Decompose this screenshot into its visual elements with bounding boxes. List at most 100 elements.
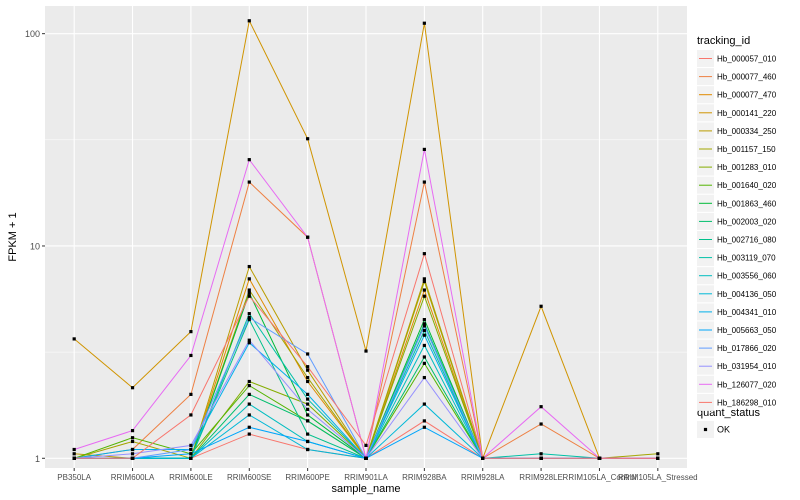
data-point <box>247 338 251 342</box>
data-point <box>306 392 310 396</box>
legend-item-label: Hb_001157_150 <box>717 145 776 154</box>
legend-item-label: Hb_003119_070 <box>717 254 776 263</box>
y-axis-title: FPKM + 1 <box>7 212 19 261</box>
data-point <box>306 407 310 411</box>
data-point <box>306 447 310 452</box>
data-point <box>422 318 426 322</box>
x-tick-label: RRIM600LE <box>169 473 213 482</box>
legend-item-label: Hb_031954_010 <box>717 362 777 371</box>
x-tick-label: RRIM600LA <box>111 473 155 482</box>
legend-item-label: Hb_004136_050 <box>717 290 777 299</box>
data-point <box>656 452 660 456</box>
legend-shape-label: OK <box>717 425 730 435</box>
data-point <box>306 352 310 356</box>
legend-item-label: Hb_004341_010 <box>717 308 777 317</box>
data-point <box>130 439 135 444</box>
data-point <box>422 355 426 359</box>
data-point <box>306 419 310 423</box>
data-point <box>422 324 426 328</box>
data-point <box>247 294 251 298</box>
data-point <box>247 264 251 269</box>
data-point <box>247 315 251 320</box>
data-point <box>130 429 135 433</box>
data-point <box>189 447 193 452</box>
data-point <box>130 447 135 452</box>
y-tick-label: 1 <box>35 454 40 464</box>
x-tick-label: RRIM105LA_Stressed <box>618 473 698 482</box>
legend-item-label: Hb_000057_010 <box>717 55 777 64</box>
data-point <box>189 443 193 447</box>
data-point <box>306 137 310 141</box>
legend-item-label: Hb_003556_060 <box>717 272 777 281</box>
data-point <box>306 375 310 380</box>
data-point <box>422 294 426 298</box>
data-point <box>130 386 135 390</box>
data-point <box>189 413 193 417</box>
data-point <box>130 452 135 456</box>
data-point <box>189 456 193 460</box>
data-point <box>656 456 660 460</box>
legend: tracking_id quant_status OK Hb_000057_01… <box>697 35 777 438</box>
x-tick-label: RRIM928BA <box>402 473 447 482</box>
data-point <box>306 379 310 384</box>
data-point <box>539 456 543 460</box>
data-point <box>306 368 310 372</box>
data-point <box>247 341 251 345</box>
data-point <box>306 365 310 369</box>
data-point <box>247 425 251 429</box>
legend-item-label: Hb_001640_020 <box>717 181 777 190</box>
data-point <box>422 277 426 281</box>
data-point <box>422 252 426 256</box>
y-tick-label: 10 <box>30 241 40 251</box>
data-point <box>247 413 251 417</box>
legend-item-label: Hb_002003_020 <box>717 217 777 226</box>
data-point <box>130 456 135 460</box>
x-axis-title: sample_name <box>331 483 400 495</box>
data-point <box>72 447 76 452</box>
data-point <box>422 419 426 423</box>
data-point <box>247 312 251 316</box>
legend-item-label: Hb_000334_250 <box>717 127 777 136</box>
data-point <box>422 425 426 429</box>
x-tick-label: RRIM928LE <box>519 473 563 482</box>
legend-item-label: Hb_002716_080 <box>717 236 777 245</box>
x-tick-label: RRIM928LA <box>461 473 505 482</box>
legend-item-label: Hb_000141_220 <box>717 109 777 118</box>
legend-item-label: Hb_000077_470 <box>717 91 777 100</box>
data-point <box>247 291 251 295</box>
data-point <box>247 19 251 23</box>
data-point <box>422 343 426 348</box>
data-point <box>247 392 251 396</box>
data-point <box>72 456 76 460</box>
data-point <box>364 456 368 460</box>
data-point <box>130 436 135 440</box>
data-point <box>422 180 426 184</box>
x-tick-label: RRIM600SE <box>227 473 271 482</box>
legend-item-label: Hb_005663_050 <box>717 326 777 335</box>
data-point <box>539 304 543 308</box>
data-point <box>422 361 426 365</box>
data-point <box>364 349 368 353</box>
legend-item-label: Hb_186298_010 <box>717 398 777 407</box>
legend-shape-key-point <box>703 427 708 432</box>
legend-item-label: Hb_001283_010 <box>717 163 777 172</box>
data-point <box>422 375 426 380</box>
data-point <box>306 413 310 417</box>
data-point <box>247 379 251 384</box>
y-tick-label: 100 <box>25 29 40 39</box>
legend-item-label: Hb_000077_460 <box>717 73 777 82</box>
data-point <box>306 402 310 406</box>
x-tick-label: RRIM600PE <box>285 473 329 482</box>
data-point <box>247 432 251 436</box>
data-point <box>72 452 76 456</box>
data-point <box>247 277 251 281</box>
data-point <box>539 422 543 426</box>
data-point <box>247 402 251 406</box>
data-point <box>306 235 310 239</box>
x-tick-label: RRIM901LA <box>344 473 388 482</box>
data-point <box>247 288 251 292</box>
data-point <box>189 452 193 456</box>
data-point <box>422 147 426 152</box>
data-point <box>597 456 602 460</box>
